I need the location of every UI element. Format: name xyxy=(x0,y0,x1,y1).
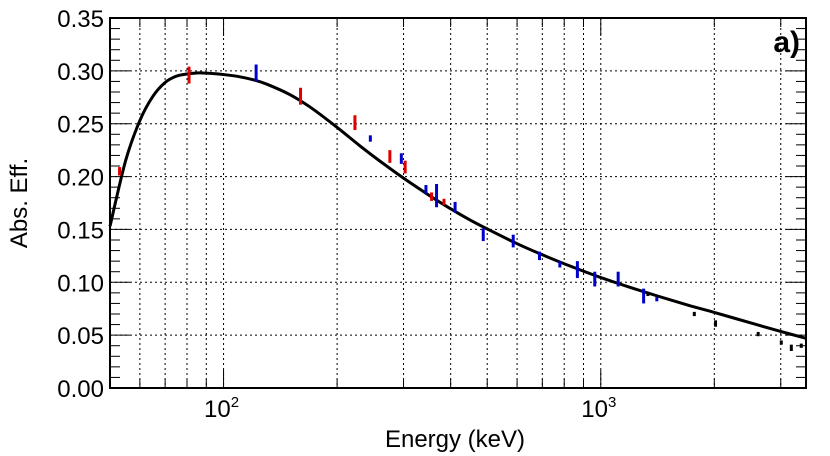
data-points-layer xyxy=(118,64,803,351)
y-tick-label: 0.05 xyxy=(57,323,104,350)
grid xyxy=(110,18,806,388)
panel-label: a) xyxy=(773,26,800,59)
x-tick-label: 103 xyxy=(581,394,616,423)
x-tick-labels: 102 103 xyxy=(204,394,616,423)
x-tick-label-exponent: 3 xyxy=(608,394,616,411)
y-tick-label: 0.15 xyxy=(57,217,104,244)
y-axis-title: Abs. Eff. xyxy=(6,158,33,248)
y-tick-label: 0.10 xyxy=(57,270,104,297)
axis-ticks xyxy=(109,17,806,389)
y-tick-label: 0.35 xyxy=(57,6,104,33)
fit-curve xyxy=(108,71,807,340)
x-tick-label-base: 10 xyxy=(204,396,231,423)
y-tick-label: 0.00 xyxy=(57,376,104,403)
x-tick-label-base: 10 xyxy=(581,396,608,423)
fit-curve-layer xyxy=(108,71,807,340)
y-tick-labels: 0.00 0.05 0.10 0.15 0.20 0.25 0.30 0.35 xyxy=(57,6,104,403)
x-tick-label: 102 xyxy=(204,394,239,423)
y-tick-label: 0.20 xyxy=(57,165,104,192)
x-axis-title: Energy (keV) xyxy=(385,426,525,453)
plot-frame xyxy=(109,17,807,389)
y-tick-label: 0.30 xyxy=(57,59,104,86)
x-tick-label-exponent: 2 xyxy=(231,394,239,411)
y-tick-label: 0.25 xyxy=(57,112,104,139)
